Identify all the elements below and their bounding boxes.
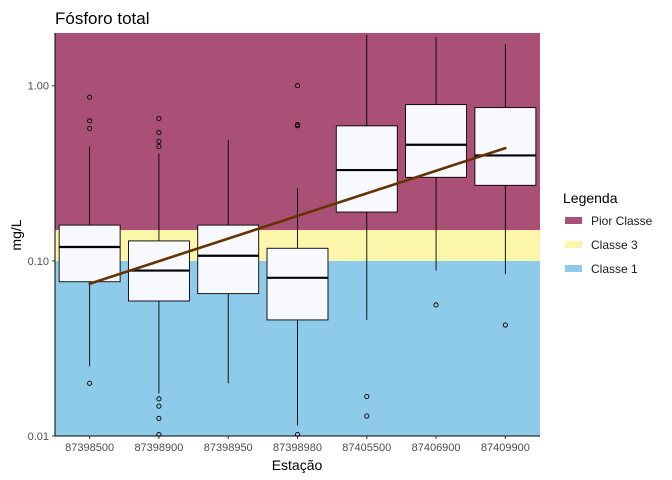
legend-title: Legenda — [563, 190, 618, 206]
y-tick-label: 0.01 — [28, 431, 49, 443]
outlier-point — [364, 413, 370, 419]
outlier-point — [156, 396, 162, 402]
outlier-point — [156, 415, 162, 421]
x-tick-label: 87406900 — [412, 442, 461, 454]
trend-layer — [88, 146, 507, 286]
y-axis: 0.01 0.10 1.00 — [28, 33, 56, 443]
box-body — [197, 224, 260, 295]
outlier-point — [156, 130, 162, 136]
outlier-point — [87, 380, 93, 386]
x-tick-label: 87398500 — [65, 442, 114, 454]
outlier-point — [502, 322, 508, 328]
x-axis-title: Estação — [272, 457, 323, 473]
box-87398500 — [58, 94, 121, 386]
outlier-point — [294, 83, 301, 89]
outlier-point — [156, 138, 162, 145]
legend: Legenda Pior Classe Classe 3 Classe 1 — [563, 190, 653, 276]
box-87409900 — [474, 44, 537, 328]
box-body — [58, 224, 121, 283]
outlier-point — [433, 302, 439, 308]
box-body — [405, 104, 468, 178]
chart-title: Fósforo total — [55, 9, 150, 28]
x-tick-label: 87398900 — [134, 442, 183, 454]
box-87398980 — [266, 83, 329, 438]
outlier-point — [364, 393, 370, 400]
y-axis-title: mg/L — [8, 219, 24, 250]
outlier-point — [156, 143, 162, 150]
x-tick-label: 87405500 — [342, 442, 391, 454]
outlier-point — [156, 115, 162, 122]
legend-label: Classe 1 — [591, 262, 638, 276]
legend-label: Pior Classe — [591, 214, 653, 228]
outlier-point — [87, 94, 93, 100]
x-tick-label: 87398980 — [273, 442, 322, 454]
legend-key — [565, 217, 582, 224]
y-tick-label: 1.00 — [28, 81, 49, 93]
legend-key — [565, 241, 582, 248]
outlier-point — [87, 118, 93, 124]
box-body — [266, 247, 329, 321]
outlier-point — [294, 122, 301, 128]
y-tick-label: 0.10 — [28, 256, 49, 268]
trend-line — [88, 146, 507, 286]
box-87398900 — [127, 115, 190, 438]
x-axis: 87398500 87398900 87398950 87398980 87405500… — [55, 435, 540, 454]
legend-label: Classe 3 — [591, 238, 638, 252]
outlier-point — [87, 125, 93, 132]
x-tick-label: 87398950 — [204, 442, 253, 454]
x-tick-label: 87409900 — [481, 442, 530, 454]
box-87398950 — [197, 139, 260, 384]
box-87405500 — [335, 34, 398, 419]
box-body — [474, 107, 537, 186]
outlier-point — [156, 403, 162, 409]
legend-key — [565, 265, 582, 272]
box-body — [335, 125, 398, 213]
